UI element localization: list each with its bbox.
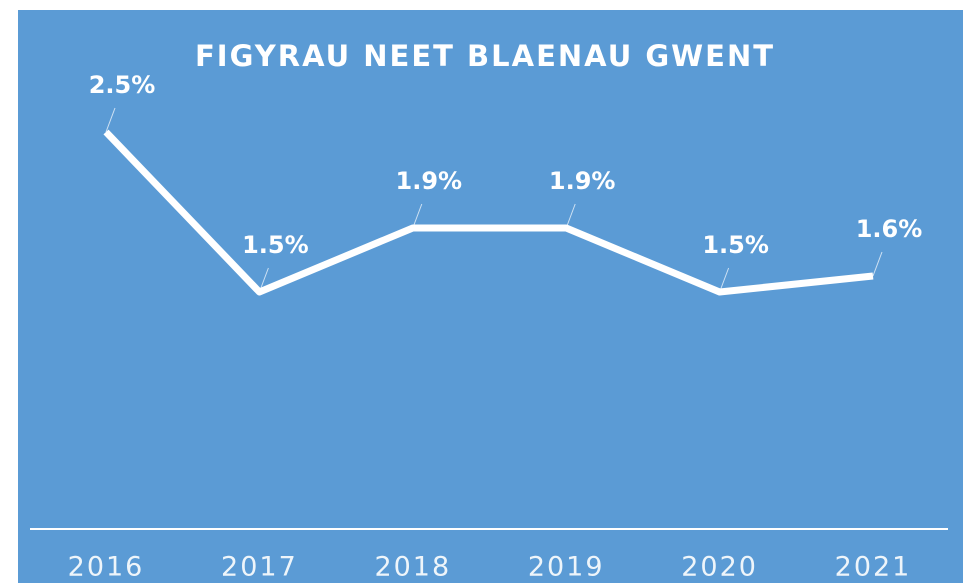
data-label: 1.6%: [856, 215, 923, 243]
data-label: 1.9%: [549, 167, 616, 195]
leader-line: [565, 203, 576, 229]
line: [103, 129, 874, 296]
leader-line: [719, 267, 730, 293]
x-tick-label: 2019: [528, 552, 605, 583]
x-tick-label: 2021: [835, 552, 912, 583]
x-tick-label: 2017: [221, 552, 298, 583]
data-label: 1.5%: [702, 231, 769, 259]
x-tick-label: 2016: [68, 552, 145, 583]
leader-line: [105, 107, 116, 133]
x-tick-label: 2020: [681, 552, 758, 583]
leader-line: [258, 267, 269, 293]
data-label: 1.9%: [396, 167, 463, 195]
chart-title: FIGYRAU NEET BLAENAU GWENT: [195, 39, 775, 73]
panel: [18, 10, 963, 583]
data-label: 1.5%: [242, 231, 309, 259]
leader-line: [412, 203, 423, 229]
x-tick-label: 2018: [374, 552, 451, 583]
data-label: 2.5%: [89, 71, 156, 99]
leader-line: [872, 251, 883, 277]
